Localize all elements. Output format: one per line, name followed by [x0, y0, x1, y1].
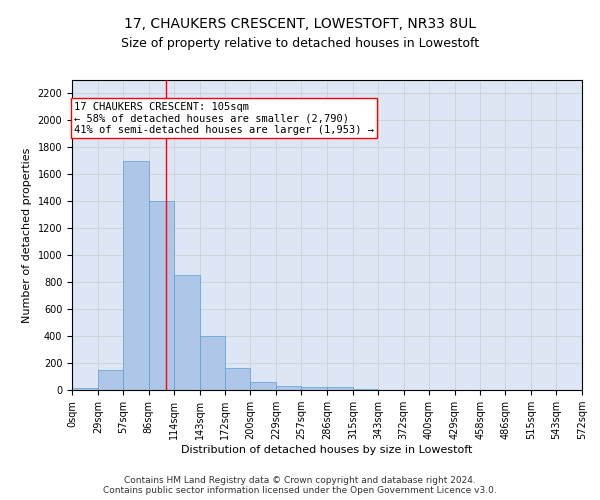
Bar [327, 386, 353, 390]
Text: Size of property relative to detached houses in Lowestoft: Size of property relative to detached ho… [121, 38, 479, 51]
X-axis label: Distribution of detached houses by size in Lowestoft: Distribution of detached houses by size … [181, 445, 473, 455]
Bar [149, 202, 173, 390]
Bar [72, 388, 98, 390]
Bar [276, 386, 301, 390]
Text: 17 CHAUKERS CRESCENT: 105sqm
← 58% of detached houses are smaller (2,790)
41% of: 17 CHAUKERS CRESCENT: 105sqm ← 58% of de… [74, 102, 374, 135]
Bar [226, 368, 250, 390]
Y-axis label: Number of detached properties: Number of detached properties [22, 148, 32, 322]
Bar [98, 370, 123, 390]
Bar [199, 336, 226, 390]
Bar [123, 161, 149, 390]
Bar [173, 276, 199, 390]
Bar [250, 382, 276, 390]
Bar [301, 386, 327, 390]
Text: Contains HM Land Registry data © Crown copyright and database right 2024.
Contai: Contains HM Land Registry data © Crown c… [103, 476, 497, 495]
Text: 17, CHAUKERS CRESCENT, LOWESTOFT, NR33 8UL: 17, CHAUKERS CRESCENT, LOWESTOFT, NR33 8… [124, 18, 476, 32]
